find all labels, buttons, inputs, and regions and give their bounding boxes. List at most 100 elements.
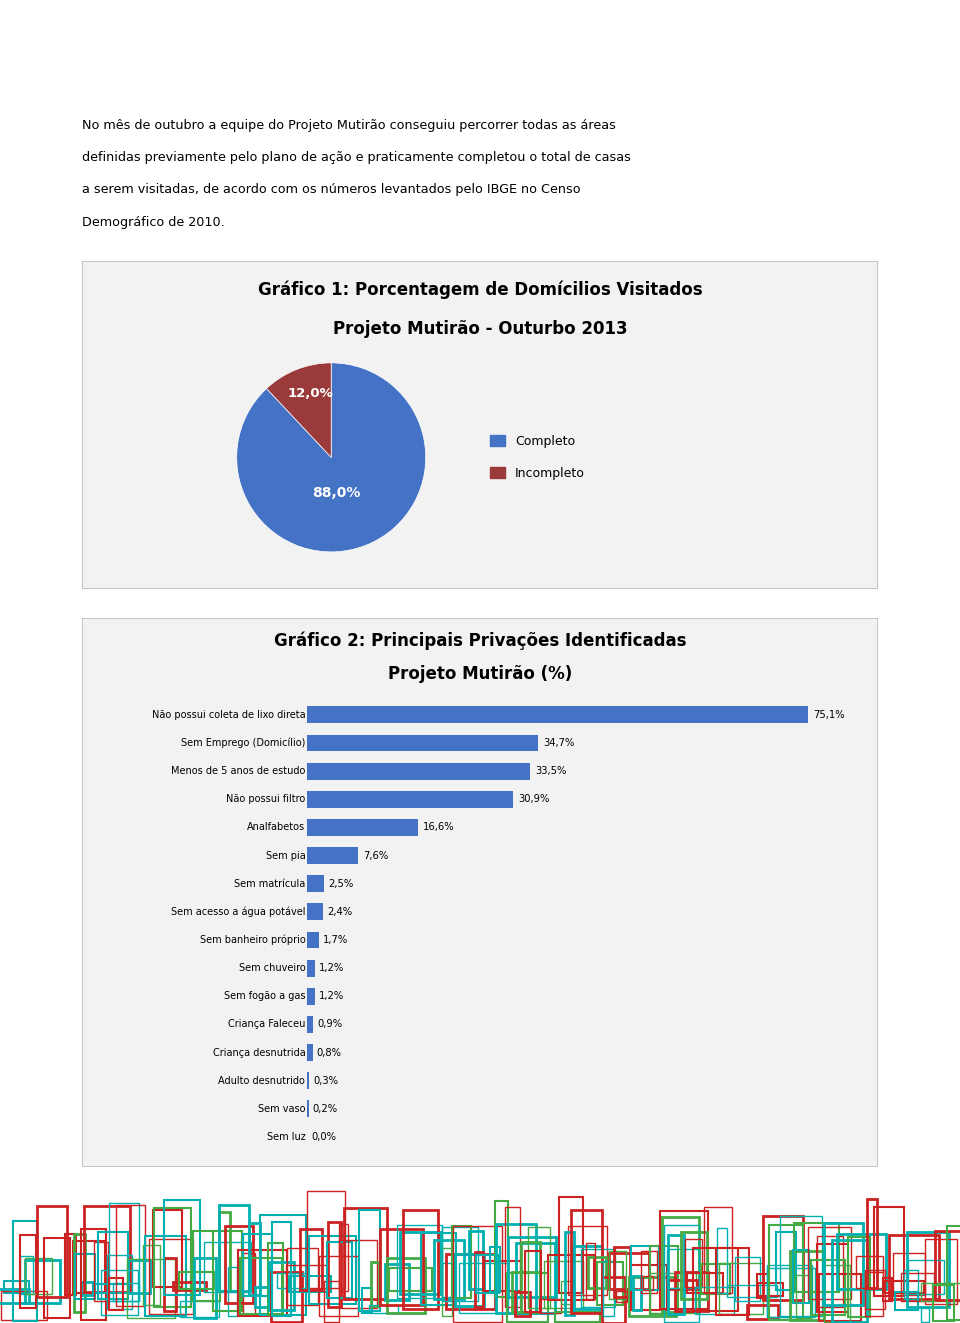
Bar bbox=[453, 1225, 502, 1323]
Bar bbox=[586, 1244, 595, 1299]
Bar bbox=[164, 1200, 200, 1295]
Bar bbox=[307, 762, 531, 779]
Bar bbox=[250, 1224, 260, 1295]
Bar bbox=[25, 1258, 52, 1294]
Bar bbox=[525, 1250, 540, 1311]
Text: Menos de 5 anos de estudo: Menos de 5 anos de estudo bbox=[171, 766, 305, 777]
Bar bbox=[300, 1229, 322, 1290]
Text: Sem luz: Sem luz bbox=[267, 1132, 305, 1142]
Bar bbox=[921, 1283, 960, 1301]
Text: Criança desnutrida: Criança desnutrida bbox=[212, 1048, 305, 1057]
Bar bbox=[107, 1254, 132, 1308]
Bar bbox=[602, 1277, 625, 1323]
Text: Projeto Mutirão - Outurbo 2013: Projeto Mutirão - Outurbo 2013 bbox=[333, 320, 627, 337]
Bar bbox=[194, 1258, 216, 1318]
Bar bbox=[193, 1230, 221, 1301]
Text: 34,7%: 34,7% bbox=[543, 738, 575, 747]
Bar bbox=[640, 1252, 658, 1294]
Bar bbox=[240, 1258, 282, 1314]
Bar bbox=[824, 1222, 863, 1304]
Bar bbox=[142, 1245, 160, 1304]
Bar bbox=[286, 1265, 327, 1291]
Bar bbox=[632, 1266, 667, 1310]
Bar bbox=[704, 1207, 732, 1293]
Legend: Completo, Incompleto: Completo, Incompleto bbox=[484, 429, 591, 486]
Bar bbox=[716, 1248, 749, 1315]
Text: 0,2%: 0,2% bbox=[313, 1103, 338, 1114]
Bar bbox=[817, 1236, 843, 1307]
Bar bbox=[837, 1234, 886, 1289]
Bar bbox=[327, 1242, 352, 1298]
Text: 0,9%: 0,9% bbox=[317, 1020, 343, 1029]
Text: Sem acesso a água potável: Sem acesso a água potável bbox=[171, 906, 305, 917]
Bar bbox=[387, 1258, 425, 1312]
Bar bbox=[562, 1282, 574, 1304]
Bar bbox=[307, 847, 358, 864]
Bar bbox=[92, 1283, 129, 1293]
Bar bbox=[856, 1256, 883, 1289]
Bar bbox=[568, 1226, 607, 1295]
Bar bbox=[675, 1273, 708, 1311]
Text: 88,0%: 88,0% bbox=[312, 487, 360, 500]
Bar bbox=[20, 1256, 34, 1294]
Text: Sem matrícula: Sem matrícula bbox=[234, 878, 305, 889]
Text: No mês de outubro a equipe do Projeto Mutirão conseguiu percorrer todas as áreas: No mês de outubro a equipe do Projeto Mu… bbox=[82, 119, 615, 132]
Bar bbox=[400, 1232, 440, 1294]
Bar bbox=[513, 1271, 540, 1312]
Bar bbox=[908, 1259, 945, 1294]
Bar bbox=[307, 904, 324, 921]
Bar bbox=[900, 1273, 933, 1301]
Text: 1,7%: 1,7% bbox=[323, 935, 348, 945]
Bar bbox=[82, 1229, 106, 1320]
Bar bbox=[490, 1246, 500, 1291]
Bar bbox=[747, 1304, 778, 1319]
Bar bbox=[767, 1267, 815, 1318]
Bar bbox=[571, 1211, 602, 1312]
Bar bbox=[832, 1240, 868, 1322]
Bar bbox=[556, 1311, 600, 1322]
Bar bbox=[777, 1232, 797, 1290]
Bar bbox=[769, 1225, 804, 1320]
Bar bbox=[113, 1283, 139, 1302]
Text: Sem banheiro próprio: Sem banheiro próprio bbox=[200, 935, 305, 945]
Bar bbox=[581, 1249, 615, 1307]
Bar bbox=[807, 1226, 852, 1299]
Bar bbox=[719, 1263, 763, 1314]
Bar bbox=[307, 819, 418, 836]
Bar bbox=[271, 1273, 302, 1323]
Bar bbox=[757, 1283, 783, 1297]
Bar bbox=[604, 1261, 614, 1316]
Bar bbox=[307, 931, 319, 949]
Bar bbox=[867, 1199, 876, 1289]
Bar bbox=[610, 1253, 649, 1289]
Bar bbox=[564, 1232, 574, 1315]
Bar bbox=[735, 1257, 760, 1301]
Text: 0,3%: 0,3% bbox=[313, 1076, 338, 1086]
Bar bbox=[369, 1304, 398, 1314]
Bar bbox=[389, 1267, 432, 1291]
Bar bbox=[164, 1258, 176, 1311]
Bar bbox=[228, 1266, 237, 1316]
Bar bbox=[895, 1291, 918, 1310]
Bar bbox=[793, 1250, 809, 1303]
Bar bbox=[213, 1230, 242, 1311]
Bar bbox=[324, 1281, 340, 1323]
Bar bbox=[484, 1261, 521, 1291]
Bar bbox=[5, 1281, 29, 1294]
Bar bbox=[820, 1274, 861, 1320]
Bar bbox=[385, 1263, 409, 1301]
Bar bbox=[544, 1261, 584, 1308]
Text: 1,2%: 1,2% bbox=[319, 991, 345, 1002]
Bar bbox=[12, 1221, 37, 1322]
Text: 12,0%: 12,0% bbox=[288, 386, 333, 400]
Bar bbox=[763, 1216, 804, 1299]
Bar bbox=[339, 1240, 377, 1308]
Bar bbox=[128, 1259, 175, 1318]
Bar bbox=[650, 1246, 679, 1314]
Bar bbox=[44, 1237, 70, 1318]
Bar bbox=[84, 1207, 130, 1291]
Text: Sem Emprego (Domicílio): Sem Emprego (Domicílio) bbox=[180, 738, 305, 749]
Bar bbox=[307, 1101, 308, 1117]
Bar bbox=[243, 1253, 255, 1314]
Bar bbox=[289, 1275, 331, 1293]
